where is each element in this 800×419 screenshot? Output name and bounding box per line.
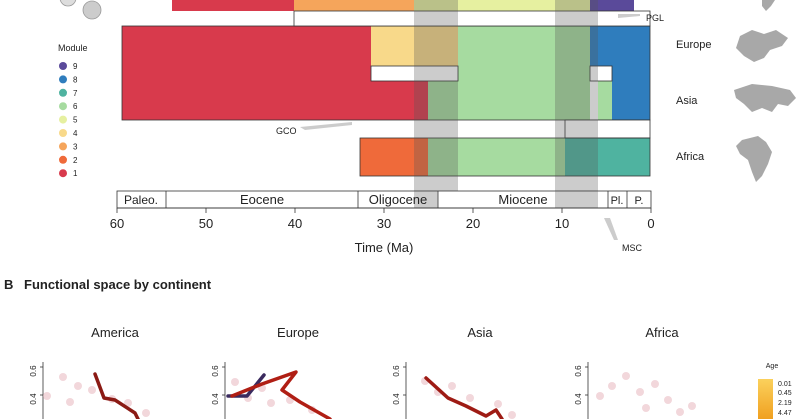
module-5-america <box>414 0 590 11</box>
epoch-bar: Paleo. Eocene Oligocene Miocene Pl. P. <box>116 190 652 209</box>
subplot-y-ticks: 0.6 0.4 0.6 0.4 0.6 0.4 0.6 0.4 <box>29 365 583 405</box>
subplot-title-asia: Asia <box>467 325 493 340</box>
module-6-asia-right <box>598 81 612 120</box>
age-legend-value: 4.47 <box>778 410 792 417</box>
module-7-africa <box>565 138 650 176</box>
time-axis-tick-label: 40 <box>288 216 302 231</box>
module-legend-label: 7 <box>73 89 78 98</box>
gap-europe-asia <box>370 65 459 82</box>
continent-pgl-label: PGL <box>646 13 664 23</box>
module-legend-swatch <box>59 115 67 124</box>
trajectory-asia <box>424 376 504 419</box>
continent-maps <box>734 0 796 182</box>
svg-text:0.4: 0.4 <box>392 393 401 405</box>
time-axis-label: Time (Ma) <box>355 240 414 255</box>
asia-map-icon <box>734 84 796 112</box>
event-msc-label: MSC <box>622 243 643 253</box>
module-legend-swatch <box>59 62 67 70</box>
svg-text:0.6: 0.6 <box>574 365 583 377</box>
age-legend-value: 0.45 <box>778 390 792 397</box>
module-legend-label: 3 <box>73 142 78 151</box>
panel-b-letter: B <box>4 277 13 292</box>
module-8-europe-top <box>590 26 612 66</box>
module-legend: Module 9 8 7 6 5 4 3 2 1 <box>58 43 88 178</box>
time-axis-tick-label: 10 <box>555 216 569 231</box>
module-6-asia-left <box>428 81 458 120</box>
svg-text:0.4: 0.4 <box>29 393 38 405</box>
age-legend-value: 2.19 <box>778 400 792 407</box>
epoch-paleocene: Paleo. <box>124 193 158 207</box>
module-chart <box>121 0 651 191</box>
svg-text:0.6: 0.6 <box>29 365 38 377</box>
module-legend-label: 4 <box>73 129 78 138</box>
time-axis-tick-label: 60 <box>110 216 124 231</box>
time-axis-tick-label: 50 <box>199 216 213 231</box>
module-6-eurasia <box>458 26 590 120</box>
functional-points <box>43 372 696 419</box>
event-band-msc <box>555 0 598 191</box>
epoch-pliocene: Pl. <box>611 195 624 207</box>
epoch-oligocene: Oligocene <box>369 192 428 207</box>
epoch-eocene: Eocene <box>240 192 284 207</box>
module-legend-swatch <box>59 142 67 151</box>
module-9-america <box>590 0 634 11</box>
event-callouts: GCO MSC PGL <box>276 13 664 253</box>
module-legend-swatch <box>59 102 67 111</box>
svg-text:0.6: 0.6 <box>211 365 220 377</box>
subplot-title-africa: Africa <box>645 325 679 340</box>
module-3-america <box>294 0 414 11</box>
module-2-africa <box>360 138 428 176</box>
age-legend-title: Age <box>766 363 779 370</box>
time-axis-tick-label: 20 <box>466 216 480 231</box>
module-legend-label: 2 <box>73 156 78 165</box>
module-4-europe <box>371 26 458 66</box>
continent-asia-label: Asia <box>676 95 698 107</box>
africa-map-icon <box>736 136 772 182</box>
module-legend-label: 6 <box>73 102 78 111</box>
gap-europe-asia-right <box>589 65 613 82</box>
subplot-title-america: America <box>91 325 139 340</box>
continent-africa-label: Africa <box>676 151 705 163</box>
event-band-gco <box>414 0 458 191</box>
age-legend-value: 0.01 <box>778 381 792 388</box>
age-legend: Age 0.01 0.45 2.19 4.47 <box>758 363 792 419</box>
module-1-america <box>172 0 294 11</box>
module-legend-title: Module <box>58 43 88 53</box>
module-legend-swatch <box>59 129 67 137</box>
size-bubbles <box>59 0 102 20</box>
module-legend-swatch <box>59 75 67 84</box>
trajectory-europe <box>230 370 332 419</box>
subplot-axes <box>40 362 589 419</box>
svg-text:0.4: 0.4 <box>211 393 220 405</box>
module-legend-label: 9 <box>73 62 78 71</box>
module-legend-label: 1 <box>73 169 78 178</box>
trajectories <box>93 370 504 419</box>
module-legend-swatch <box>59 155 67 164</box>
module-legend-swatch <box>59 88 67 97</box>
module-legend-label: 5 <box>73 116 78 125</box>
module-6-africa <box>428 138 565 176</box>
epoch-pleistocene: P. <box>635 195 644 207</box>
epoch-miocene: Miocene <box>498 192 547 207</box>
module-legend-label: 8 <box>73 75 78 84</box>
time-axis-tick-label: 0 <box>647 216 654 231</box>
svg-text:0.6: 0.6 <box>392 365 401 377</box>
svg-text:0.4: 0.4 <box>574 393 583 405</box>
event-gco-label: GCO <box>276 126 297 136</box>
module-8-eurasia <box>612 26 650 120</box>
module-legend-swatch <box>59 169 67 178</box>
subplot-title-europe: Europe <box>277 325 319 340</box>
time-axis: 60 50 40 30 20 10 0 Time (Ma) <box>110 207 655 255</box>
trajectory-america <box>93 372 140 419</box>
continent-europe-label: Europe <box>676 39 711 51</box>
america-map-icon <box>762 0 775 11</box>
panel-b-title: Functional space by continent <box>24 277 212 292</box>
time-axis-tick-label: 30 <box>377 216 391 231</box>
module-1-eurasia <box>122 26 428 120</box>
europe-map-icon <box>736 30 788 62</box>
